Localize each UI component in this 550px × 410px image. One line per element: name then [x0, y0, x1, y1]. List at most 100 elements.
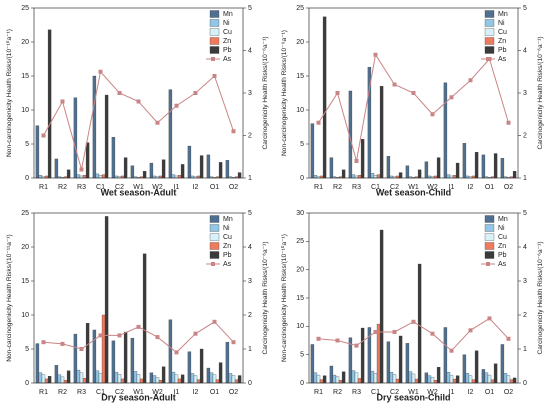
legend-label: Cu [498, 29, 507, 36]
chart-title: Dry season-Child [376, 392, 450, 402]
as-marker [316, 120, 321, 125]
y-tick-label: 0 [300, 175, 304, 182]
y2-tick-label: 5 [523, 210, 527, 217]
bar [190, 373, 195, 384]
x-tick-label: I1 [449, 389, 455, 396]
panel: 0 5 10 15 20 25 1 2 3 4 5 R1 R2 R3 C1 C2 W1 W2 I1 I2 O1 O2 Mn N… [5, 5, 269, 198]
bar [500, 158, 505, 179]
bar [54, 365, 59, 384]
y2-tick-label: 1 [248, 346, 252, 353]
legend-label: Mn [223, 11, 233, 18]
legend-label: Zn [223, 243, 231, 250]
y2-tick-label: 0 [248, 380, 252, 387]
bar [449, 374, 454, 384]
y-tick-label: 30 [296, 210, 304, 217]
bar [142, 253, 147, 384]
bar [171, 371, 176, 384]
x-tick-label: O2 [504, 184, 513, 191]
bar [506, 375, 511, 384]
y-tick-label: 5 [25, 346, 29, 353]
bar [196, 379, 201, 384]
legend-label: Pb [498, 47, 507, 54]
x-tick-label: R1 [39, 184, 48, 191]
bar [35, 343, 40, 384]
y-axis-label: Non-carcinogenicity Health Risks/(10⁻¹⁰a… [280, 234, 288, 362]
legend-label: Zn [498, 243, 506, 250]
legend-swatch [484, 19, 495, 27]
bar [370, 173, 375, 179]
x-tick-label: R2 [333, 184, 342, 191]
bar [199, 348, 204, 384]
as-marker [155, 335, 160, 340]
y-tick-label: 5 [300, 141, 304, 148]
x-tick-label: C2 [390, 184, 399, 191]
y-tick-label: 10 [21, 107, 29, 114]
legend-swatch [484, 242, 495, 250]
as-marker [193, 331, 198, 336]
as-marker [117, 91, 122, 95]
plot-frame [308, 7, 519, 179]
bar [481, 154, 486, 179]
bar [73, 333, 78, 384]
y2-tick-label: 5 [523, 5, 527, 12]
y-tick-label: 25 [21, 210, 29, 217]
legend-swatch [209, 251, 220, 259]
legend-label: Mn [223, 216, 233, 223]
bar [237, 172, 242, 179]
as-marker [392, 82, 397, 87]
bar [171, 174, 176, 179]
plot-frame [33, 7, 244, 179]
legend-label: As [223, 261, 232, 268]
x-tick-label: R2 [58, 184, 67, 191]
bar [111, 137, 116, 179]
bar [354, 372, 359, 384]
legend-label: As [498, 261, 507, 268]
x-tick-label: I2 [193, 184, 199, 191]
bar [465, 373, 470, 384]
x-tick-label: O1 [210, 389, 219, 396]
y-tick-label: 15 [296, 73, 304, 80]
bar [446, 372, 451, 384]
bar [92, 329, 97, 384]
legend-swatch [484, 224, 495, 232]
bar [155, 377, 160, 384]
x-tick-label: R3 [77, 184, 86, 191]
bar [313, 372, 318, 384]
as-line [43, 70, 234, 170]
as-marker [316, 336, 321, 341]
legend-marker [211, 57, 215, 61]
bar [180, 164, 185, 179]
bar [405, 165, 410, 179]
bar [319, 379, 324, 384]
bar [341, 169, 346, 179]
as-marker [449, 348, 454, 353]
x-tick-label: R1 [314, 184, 323, 191]
bar [452, 378, 457, 384]
bar [424, 161, 429, 179]
legend-swatch [484, 10, 495, 18]
x-tick-label: O1 [485, 184, 494, 191]
bar [493, 153, 498, 179]
bar [357, 378, 362, 384]
y-tick-label: 0 [25, 175, 29, 182]
legend-marker [486, 262, 490, 266]
bar [85, 142, 90, 179]
as-marker [60, 99, 65, 104]
bar [452, 175, 457, 179]
as-marker [231, 129, 236, 134]
bar [329, 365, 334, 384]
bar [104, 216, 109, 384]
bar [417, 169, 422, 179]
x-tick-label: R3 [352, 389, 361, 396]
y2-tick-label: 4 [523, 47, 527, 54]
bar [168, 319, 173, 384]
bar [139, 378, 144, 384]
as-marker [392, 330, 397, 334]
y2-axis-label: Carcinogenicity Health Risks/(10⁻⁶a⁻¹) [537, 36, 544, 149]
legend-swatch [484, 251, 495, 259]
x-tick-label: O1 [210, 184, 219, 191]
legend-label: Pb [223, 252, 232, 259]
bar [98, 373, 103, 384]
bar [474, 152, 479, 179]
bar [417, 263, 422, 384]
